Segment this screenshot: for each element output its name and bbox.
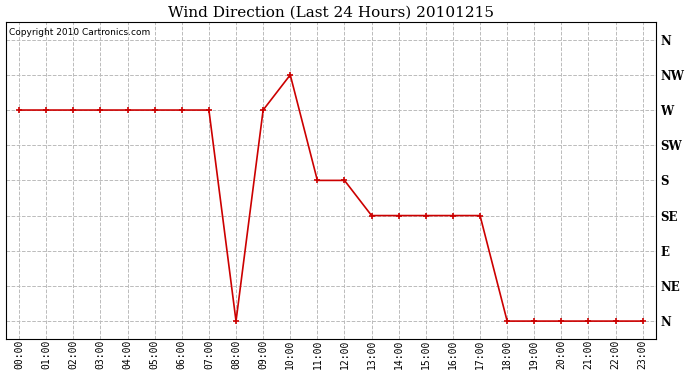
Title: Wind Direction (Last 24 Hours) 20101215: Wind Direction (Last 24 Hours) 20101215 bbox=[168, 6, 494, 20]
Text: Copyright 2010 Cartronics.com: Copyright 2010 Cartronics.com bbox=[9, 28, 150, 38]
